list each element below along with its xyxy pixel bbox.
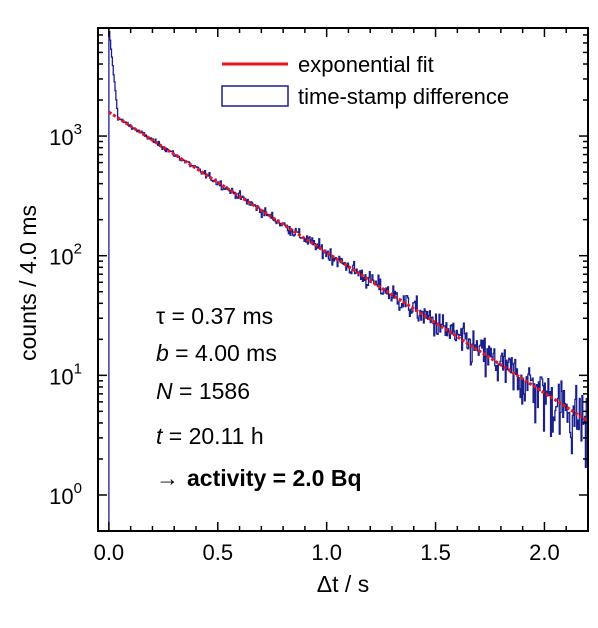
fit-parameters: τ = 0.37 ms b = 4.00 ms N = 1586 t = 20.… (156, 303, 362, 491)
y-axis-title-text: counts / 4.0 ms (15, 205, 41, 361)
n-symbol: N (156, 378, 173, 404)
legend-fit-label: exponential fit (298, 52, 434, 77)
annotation-t: t = 20.11 h (156, 423, 264, 449)
x-tick-label: 2.0 (529, 540, 560, 565)
y-tick-exponent: 0 (74, 480, 82, 497)
y-axis-title: counts / 4.0 ms (15, 205, 41, 361)
x-axis-title-text: Δt / s (317, 571, 369, 597)
y-tick-base: 10 (49, 364, 73, 389)
tau-value: = 0.37 ms (165, 303, 273, 329)
legend: exponential fit time-stamp difference (221, 52, 509, 109)
x-axis-title: Δt / s (317, 571, 369, 597)
legend-hist-swatch (221, 85, 289, 107)
n-value: = 1586 (173, 378, 250, 404)
fit-line-series (108, 110, 588, 423)
series-group (108, 28, 588, 531)
x-tick-label: 1.0 (311, 540, 342, 565)
x-tick-label: 1.5 (420, 540, 451, 565)
tau-symbol: τ (156, 303, 165, 329)
plot-frame (97, 27, 589, 532)
x-tick-label: 0.5 (202, 540, 233, 565)
b-symbol: b (156, 340, 169, 366)
y-tick-exponent: 3 (74, 121, 82, 138)
t-symbol: t (156, 423, 164, 449)
b-value: = 4.00 ms (169, 340, 277, 366)
y-tick-label: 103 (49, 121, 82, 150)
y-tick-label: 100 (49, 480, 82, 509)
y-tick-label: 101 (49, 360, 82, 389)
y-tick-base: 10 (49, 245, 73, 270)
plot-area (108, 28, 588, 531)
y-tick-exponent: 2 (74, 241, 82, 258)
histogram-series (108, 28, 588, 531)
arrow-symbol: → (156, 465, 179, 491)
y-tick-exponent: 1 (74, 360, 82, 377)
annotation-tau: τ = 0.37 ms (156, 303, 273, 329)
y-tick-label: 102 (49, 241, 82, 270)
x-tick-label: 0.0 (94, 540, 125, 565)
y-tick-base: 10 (49, 125, 73, 150)
activity-value: activity = 2.0 Bq (187, 465, 362, 491)
annotation-b: b = 4.00 ms (156, 340, 277, 366)
y-tick-base: 10 (49, 484, 73, 509)
t-value: = 20.11 h (162, 423, 263, 449)
legend-hist-label: time-stamp difference (298, 84, 509, 109)
annotation-n: N = 1586 (156, 378, 250, 404)
annotation-activity: → activity = 2.0 Bq (156, 465, 362, 491)
